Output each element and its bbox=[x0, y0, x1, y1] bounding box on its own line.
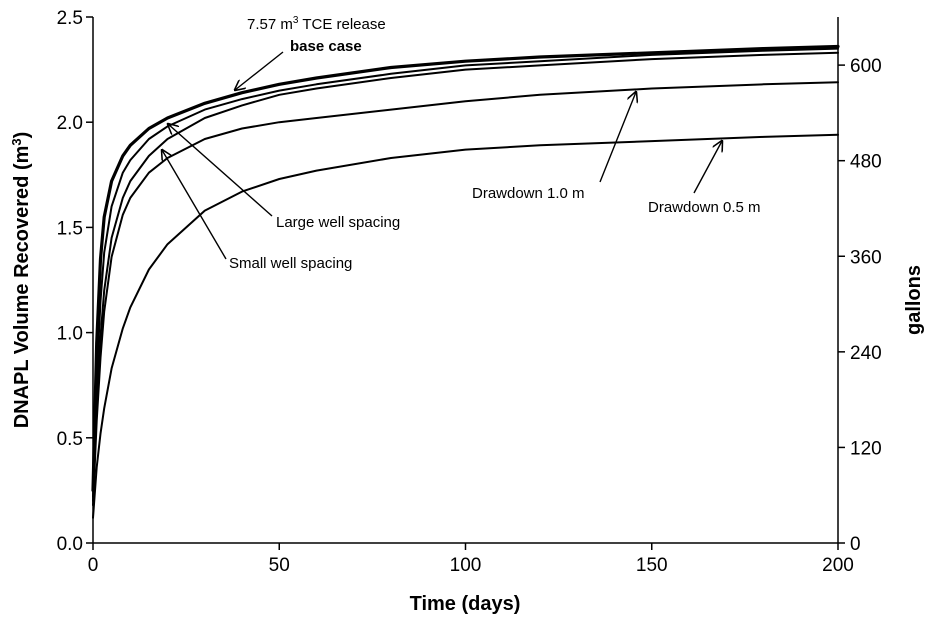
series-line-large-well-spacing bbox=[92, 47, 839, 498]
arrow-drawdown-1 bbox=[599, 92, 636, 183]
y-axis-title-main: DNAPL Volume Recovered (m bbox=[11, 146, 33, 429]
y2-axis-title: gallons bbox=[903, 265, 925, 335]
y-tick-label: 0.0 bbox=[57, 534, 83, 555]
arrow-large-spacing bbox=[168, 124, 273, 217]
x-tick-label: 0 bbox=[88, 555, 99, 576]
y-axis-title: DNAPL Volume Recovered (m3) bbox=[9, 132, 33, 429]
series-line-drawdown-0-5-m bbox=[92, 133, 839, 519]
y-tick-label: 2.5 bbox=[57, 8, 83, 29]
y-axis-title-sup: 3 bbox=[9, 138, 24, 145]
annotation-release-after: TCE release bbox=[298, 16, 385, 33]
annotation-small-spacing: Small well spacing bbox=[229, 255, 352, 272]
annotation-drawdown-05: Drawdown 0.5 m bbox=[648, 199, 761, 216]
y2-tick-label: 0 bbox=[850, 534, 861, 555]
arrow-drawdown-05 bbox=[693, 141, 722, 194]
y2-tick-label: 600 bbox=[850, 56, 882, 77]
y-tick-label: 1.0 bbox=[57, 324, 83, 345]
x-tick-label: 200 bbox=[822, 555, 854, 576]
series-line-base-case bbox=[91, 44, 840, 492]
arrow-base-case bbox=[235, 51, 284, 90]
x-tick-label: 50 bbox=[269, 555, 290, 576]
series-line-drawdown-1-0-m bbox=[92, 81, 839, 507]
x-tick-label: 150 bbox=[636, 555, 668, 576]
y2-tick-label: 480 bbox=[850, 152, 882, 173]
annotation-release-main: 7.57 m bbox=[247, 16, 293, 33]
x-tick-label: 100 bbox=[450, 555, 482, 576]
y2-tick-label: 360 bbox=[850, 247, 882, 268]
tick-marks bbox=[86, 16, 845, 550]
arrow-small-spacing bbox=[162, 150, 227, 260]
y-tick-label: 1.5 bbox=[57, 218, 83, 239]
series-line-small-well-spacing bbox=[92, 51, 839, 502]
annotation-base-case: base case bbox=[290, 38, 362, 55]
y-tick-label: 2.0 bbox=[57, 113, 83, 134]
annotation-drawdown-1: Drawdown 1.0 m bbox=[472, 185, 585, 202]
y-tick-label: 0.5 bbox=[57, 429, 83, 450]
y-axis-title-close: ) bbox=[11, 132, 33, 139]
annotation-release: 7.57 m3 TCE release bbox=[247, 15, 386, 33]
annotation-release-sup: 3 bbox=[293, 15, 299, 26]
data-series bbox=[91, 44, 840, 519]
x-axis-title: Time (days) bbox=[410, 593, 521, 615]
annotation-large-spacing: Large well spacing bbox=[276, 214, 400, 231]
y2-tick-label: 240 bbox=[850, 343, 882, 364]
y2-tick-label: 120 bbox=[850, 438, 882, 459]
tick-labels: 0 50 100 150 2000.00.51.01.52.02.50120240360… bbox=[57, 8, 882, 576]
